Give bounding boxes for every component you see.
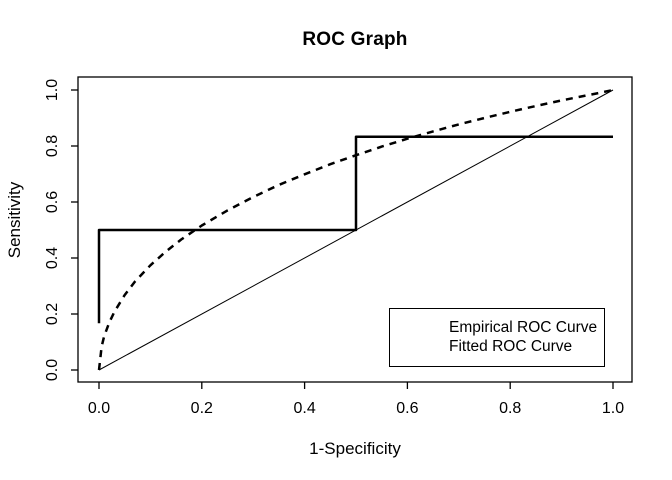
fitted-roc-curve — [97, 88, 614, 371]
x-axis-title: 1-Specificity — [309, 439, 401, 458]
chart-title: ROC Graph — [302, 29, 408, 50]
y-tick-label: 0.4 — [44, 247, 61, 269]
x-tick-label: 0.4 — [293, 400, 315, 417]
x-tick-label: 0.2 — [191, 400, 213, 417]
plot-border — [77, 76, 633, 383]
legend-box: Empirical ROC Curve Fitted ROC Curve — [389, 308, 605, 367]
x-tick-label: 0.6 — [396, 400, 418, 417]
x-tick-label: 1.0 — [602, 400, 624, 417]
y-tick-label: 0.6 — [44, 191, 61, 213]
y-tick-label: 0.8 — [44, 135, 61, 157]
y-tick-label: 0.2 — [44, 303, 61, 325]
x-tick-label: 0.0 — [88, 400, 110, 417]
legend-row-empirical: Empirical ROC Curve — [403, 318, 604, 337]
legend-label-fitted: Fitted ROC Curve — [449, 337, 573, 355]
x-tick-label: 0.8 — [499, 400, 521, 417]
y-tick-label: 0.0 — [44, 359, 61, 381]
y-axis-title: Sensitivity — [5, 181, 24, 259]
legend-label-empirical: Empirical ROC Curve — [449, 318, 598, 336]
legend-row-fitted: Fitted ROC Curve — [403, 337, 604, 356]
empirical-roc-curve — [97, 135, 613, 324]
y-tick-label: 1.0 — [44, 79, 61, 101]
